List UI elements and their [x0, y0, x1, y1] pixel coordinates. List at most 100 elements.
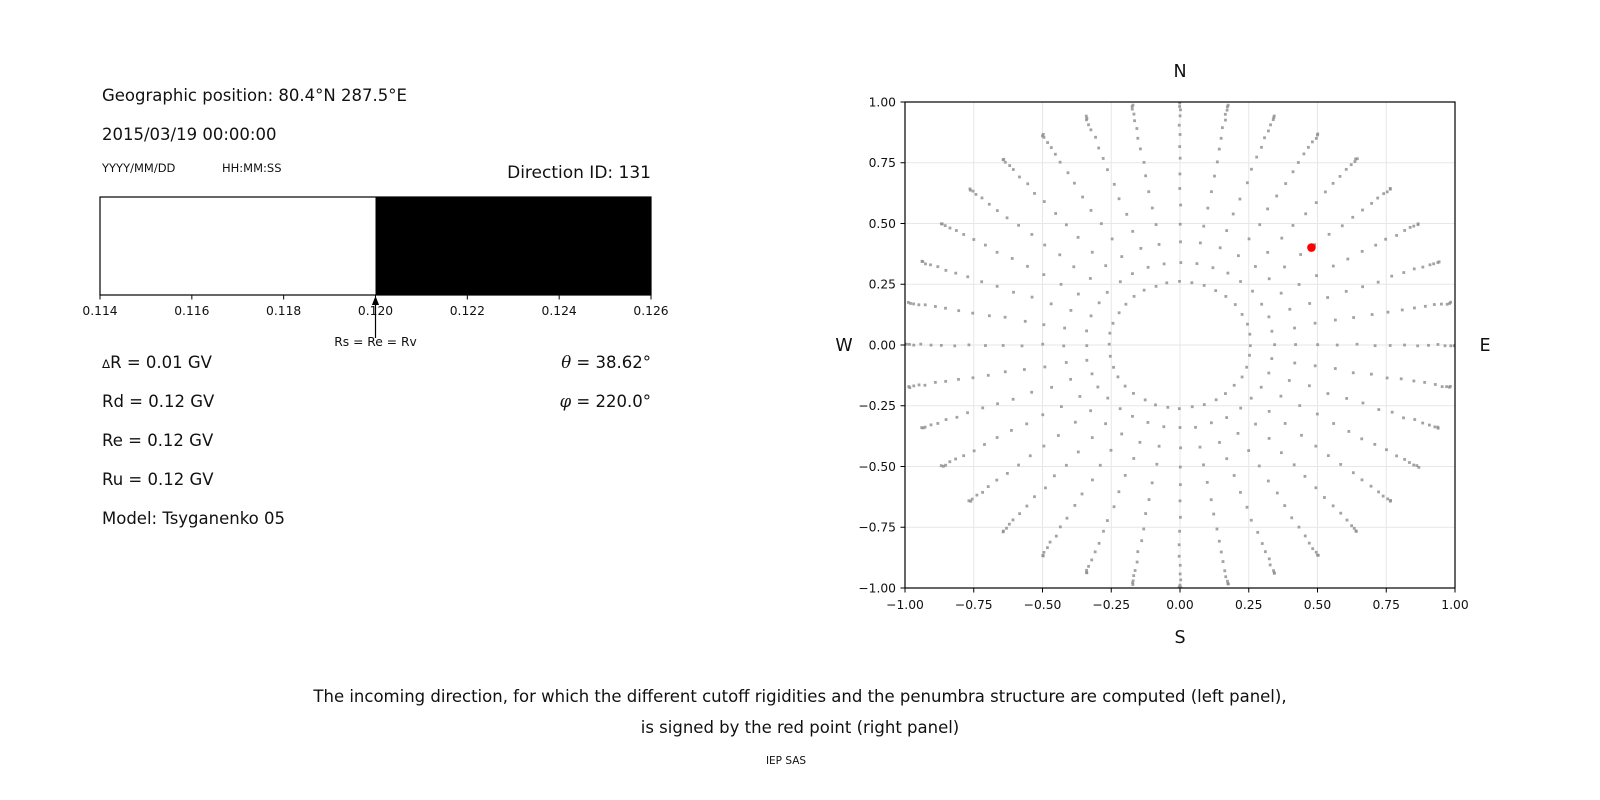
direction-dot	[1294, 343, 1297, 346]
direction-dot	[1326, 296, 1330, 299]
direction-dot	[1085, 571, 1089, 575]
direction-dot	[1331, 264, 1335, 268]
direction-dot	[1415, 464, 1419, 467]
direction-dot	[1117, 197, 1121, 201]
direction-dot	[1138, 147, 1142, 151]
direction-dot	[1400, 308, 1404, 312]
direction-dot	[1272, 116, 1276, 119]
direction-dot	[1178, 105, 1182, 108]
direction-dot	[919, 342, 923, 346]
x-tick-label: 0.118	[266, 304, 301, 318]
y-tick-label: 0.75	[869, 156, 896, 170]
direction-dot	[1178, 529, 1182, 533]
direction-dot	[1085, 329, 1088, 333]
direction-dot	[1046, 141, 1049, 144]
direction-dot	[1256, 530, 1260, 534]
direction-dot	[1440, 302, 1443, 306]
direction-dot	[1179, 240, 1182, 244]
direction-dot	[1270, 357, 1274, 361]
direction-dot	[1369, 484, 1373, 488]
direction-dot	[1190, 405, 1194, 409]
direction-dot	[1048, 540, 1052, 544]
direction-dot	[1331, 181, 1335, 185]
direction-dot	[996, 402, 999, 406]
direction-dot	[1064, 223, 1068, 227]
direction-dot	[1445, 302, 1449, 306]
direction-dot	[1413, 306, 1416, 310]
direction-dot	[1423, 381, 1427, 384]
direction-dot	[1323, 496, 1326, 499]
direction-dot	[1344, 167, 1348, 171]
direction-dot	[972, 449, 976, 453]
direction-dot	[1249, 396, 1253, 400]
direction-dot	[1002, 157, 1006, 161]
direction-dot	[987, 314, 991, 318]
direction-dot	[1303, 534, 1307, 538]
direction-dot	[1054, 534, 1058, 538]
direction-dot	[1202, 224, 1206, 228]
x-tick-label: 0.122	[450, 304, 485, 318]
direction-dot	[1179, 203, 1182, 207]
direction-dot	[923, 383, 927, 387]
x-tick-label: 0.75	[1373, 598, 1400, 612]
direction-dot	[1177, 585, 1181, 588]
direction-dot	[1382, 192, 1386, 196]
geographic-position-text: Geographic position: 80.4°N 287.5°E	[102, 86, 407, 105]
direction-dot	[1225, 108, 1229, 112]
direction-dot	[1345, 397, 1349, 400]
direction-dot	[1237, 254, 1240, 258]
direction-dot	[1314, 486, 1318, 490]
direction-dot	[1369, 372, 1373, 376]
direction-dot	[1314, 550, 1318, 554]
direction-dot	[1293, 326, 1296, 330]
direction-dot	[1311, 547, 1315, 551]
direction-dot	[1003, 370, 1007, 374]
direction-dot	[1147, 498, 1151, 501]
direction-dot	[1058, 253, 1062, 257]
direction-dot	[1395, 454, 1399, 458]
direction-dot	[1428, 263, 1432, 267]
direction-dot	[1179, 578, 1183, 582]
direction-dot	[1267, 557, 1271, 561]
direction-dot	[1154, 223, 1158, 227]
direction-dot	[1416, 344, 1420, 348]
direction-dot	[953, 344, 957, 348]
direction-dot	[1440, 385, 1444, 389]
direction-dot	[1090, 372, 1094, 376]
direction-dot	[1131, 272, 1134, 276]
datetime-text: 2015/03/19 00:00:00	[102, 125, 277, 144]
direction-dot	[1223, 569, 1227, 573]
direction-dot	[1316, 343, 1320, 347]
direction-dot	[1033, 192, 1036, 195]
direction-id-text: Direction ID: 131	[507, 163, 651, 183]
model-value: Model: Tsyganenko 05	[102, 509, 286, 528]
direction-dot	[912, 343, 916, 347]
direction-dot	[1433, 425, 1437, 429]
direction-dot	[1178, 465, 1182, 469]
direction-dot	[1232, 474, 1236, 477]
direction-dot	[1272, 114, 1276, 118]
direction-dot	[1043, 365, 1047, 369]
direction-dot	[1260, 302, 1264, 306]
direction-dot	[1089, 128, 1093, 132]
direction-dot	[1316, 132, 1320, 136]
x-tick-label: −0.75	[955, 598, 993, 612]
direction-dot	[1178, 499, 1182, 503]
direction-dot	[1178, 187, 1182, 190]
direction-dot	[1266, 250, 1270, 254]
direction-dot	[1065, 516, 1069, 520]
direction-dot	[944, 463, 948, 467]
direction-dot	[971, 376, 975, 380]
direction-dot	[1046, 546, 1049, 550]
direction-dot	[1267, 409, 1271, 413]
direction-dot	[1303, 474, 1307, 478]
direction-dot	[1059, 282, 1063, 286]
direction-dot	[1058, 160, 1062, 164]
direction-dot	[1099, 222, 1103, 226]
direction-dot	[1025, 504, 1029, 508]
direction-dot	[1131, 229, 1135, 233]
direction-dot	[968, 187, 972, 191]
direction-dot	[1178, 222, 1182, 226]
direction-dot	[929, 423, 933, 427]
direction-dot	[1085, 117, 1089, 120]
